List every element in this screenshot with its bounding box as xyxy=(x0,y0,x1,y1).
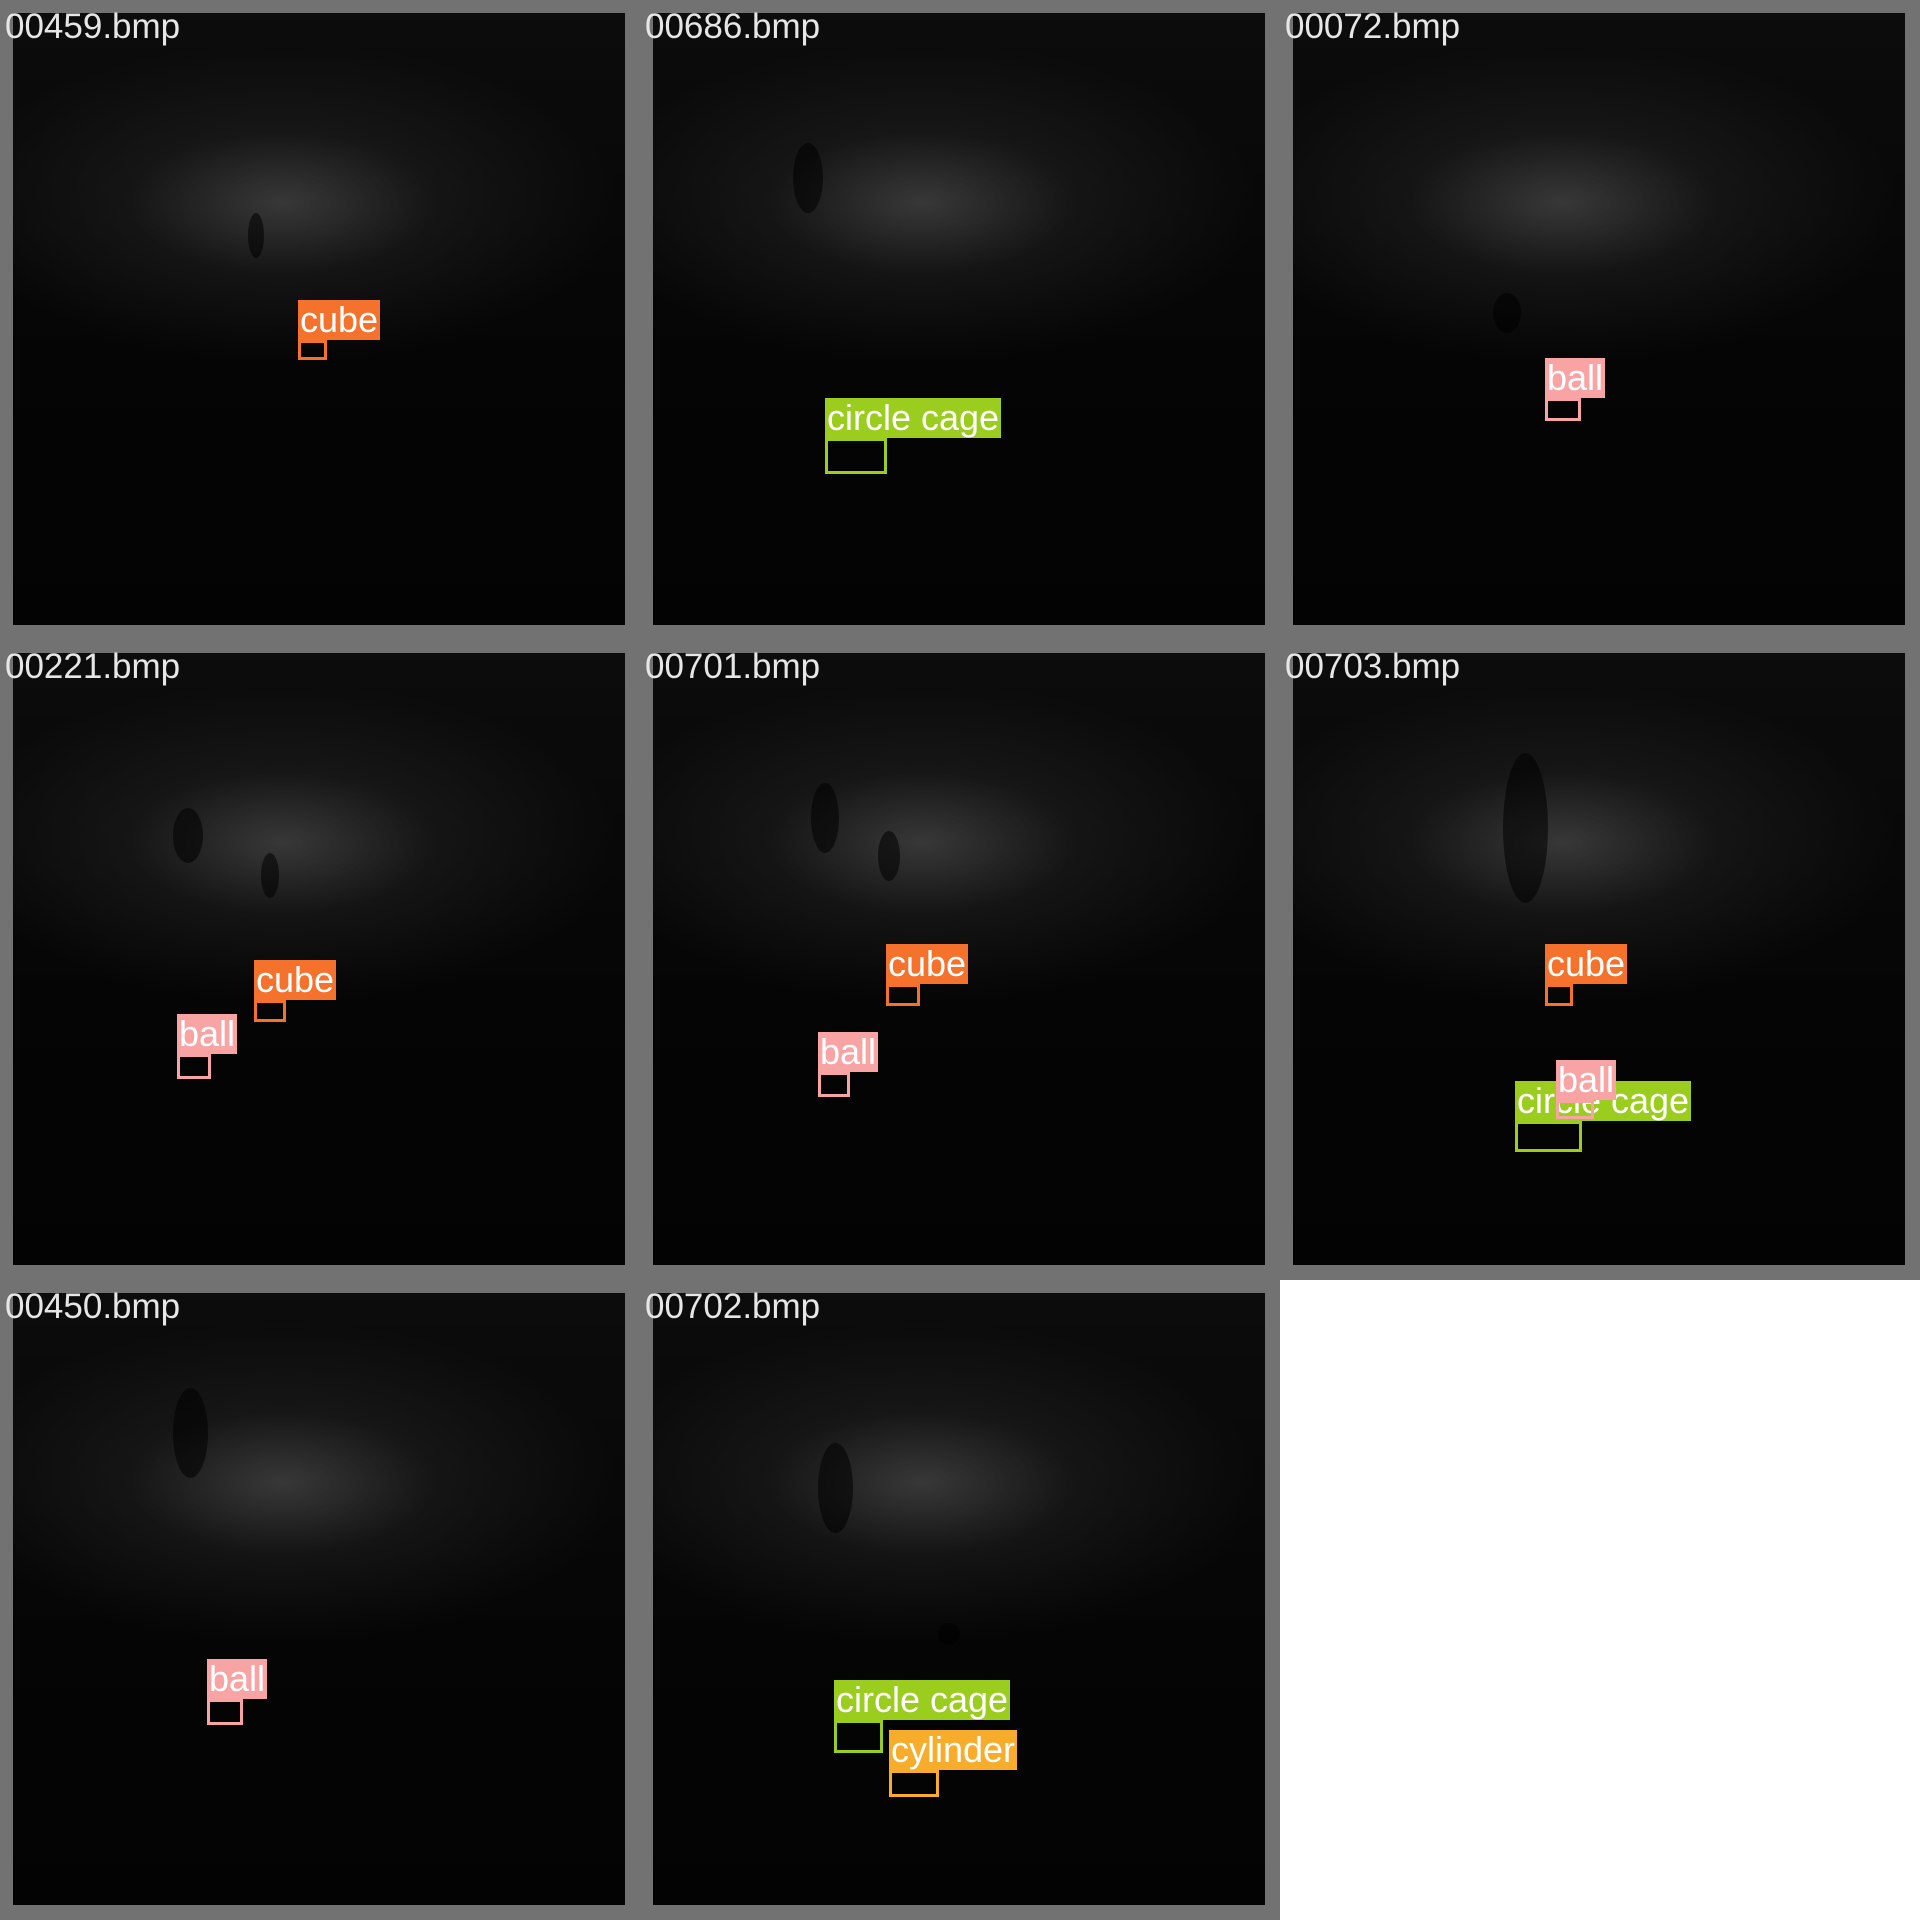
detection-label: cylinder xyxy=(889,1729,1018,1770)
sonar-image xyxy=(1293,13,1905,625)
bounding-box xyxy=(177,1054,211,1079)
detection-ball: ball xyxy=(818,1032,879,1097)
bounding-box xyxy=(254,1000,286,1022)
image-tile: 00703.bmp cube circle cage ball xyxy=(1280,640,1920,1280)
detection-label: cube xyxy=(1545,943,1628,984)
image-tile: 00701.bmp cube ball xyxy=(640,640,1280,1280)
detection-cube: cube xyxy=(886,944,969,1006)
image-tile: 00686.bmp circle cage xyxy=(640,0,1280,640)
bounding-box xyxy=(1515,1121,1582,1152)
bounding-box xyxy=(298,340,327,360)
file-name: 00702.bmp xyxy=(645,1287,821,1326)
bounding-box xyxy=(889,1770,939,1797)
file-name: 00450.bmp xyxy=(5,1287,181,1326)
sonar-image xyxy=(653,13,1265,625)
detection-ball: ball xyxy=(177,1014,238,1079)
bounding-box xyxy=(1545,398,1581,421)
detection-circle-cage: circle cage xyxy=(1515,1081,1692,1152)
file-name: 00686.bmp xyxy=(645,7,821,46)
file-name: 00221.bmp xyxy=(5,647,181,686)
bounding-box xyxy=(207,1699,243,1725)
bounding-box xyxy=(825,438,887,474)
detection-label: ball xyxy=(177,1013,238,1054)
bounding-box xyxy=(886,984,920,1006)
bounding-box xyxy=(1556,1100,1594,1119)
image-tile: 00072.bmp ball xyxy=(1280,0,1920,640)
bounding-box xyxy=(834,1720,883,1753)
sonar-image xyxy=(13,653,625,1265)
detection-label: cube xyxy=(254,959,337,1000)
detection-cube: cube xyxy=(1545,944,1628,1006)
image-tile: 00221.bmp cube ball xyxy=(0,640,640,1280)
detection-label: circle cage xyxy=(825,397,1002,438)
detection-label: circle cage xyxy=(834,1679,1011,1720)
file-name: 00703.bmp xyxy=(1285,647,1461,686)
detection-circle-cage: circle cage xyxy=(825,398,1002,474)
detection-circle-cage: circle cage xyxy=(834,1680,1011,1753)
sonar-image xyxy=(653,1293,1265,1905)
detection-label: ball xyxy=(207,1658,268,1699)
detection-cylinder: cylinder xyxy=(889,1730,1018,1797)
detection-ball: ball xyxy=(207,1659,268,1725)
detection-ball: ball xyxy=(1545,358,1606,421)
detection-label: ball xyxy=(1556,1059,1617,1100)
detection-label: cube xyxy=(298,299,381,340)
detection-ball: ball xyxy=(1556,1060,1617,1119)
sonar-image xyxy=(13,1293,625,1905)
image-tile: 00459.bmp cube xyxy=(0,0,640,640)
file-name: 00701.bmp xyxy=(645,647,821,686)
detection-cube: cube xyxy=(298,300,381,360)
image-tile: 00450.bmp ball xyxy=(0,1280,640,1920)
detection-label: cube xyxy=(886,943,969,984)
bounding-box xyxy=(1545,984,1573,1006)
bounding-box xyxy=(818,1072,850,1097)
file-name: 00459.bmp xyxy=(5,7,181,46)
detection-cube: cube xyxy=(254,960,337,1022)
file-name: 00072.bmp xyxy=(1285,7,1461,46)
detection-label: ball xyxy=(818,1031,879,1072)
detection-label: ball xyxy=(1545,357,1606,398)
image-tile: 00702.bmp circle cage cylinder xyxy=(640,1280,1280,1920)
